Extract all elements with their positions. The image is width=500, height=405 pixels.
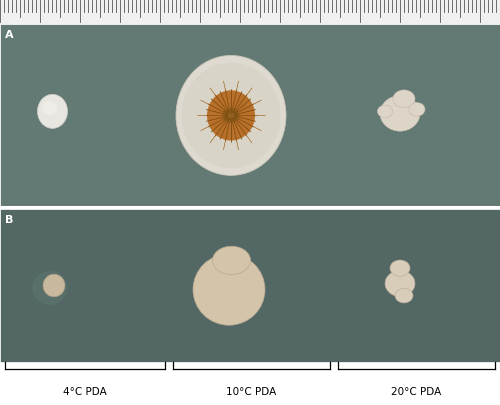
Ellipse shape: [378, 105, 392, 117]
Ellipse shape: [409, 102, 425, 116]
Ellipse shape: [32, 271, 68, 305]
Ellipse shape: [193, 254, 265, 325]
Ellipse shape: [176, 55, 286, 175]
Ellipse shape: [182, 63, 280, 168]
Ellipse shape: [390, 260, 410, 276]
Ellipse shape: [43, 274, 65, 297]
Ellipse shape: [207, 90, 255, 141]
Text: A: A: [5, 30, 14, 40]
FancyBboxPatch shape: [0, 0, 500, 24]
Ellipse shape: [395, 288, 413, 303]
Ellipse shape: [393, 90, 415, 108]
Ellipse shape: [385, 271, 415, 296]
Text: 4°C PDA: 4°C PDA: [63, 387, 107, 397]
Ellipse shape: [42, 101, 58, 115]
Ellipse shape: [380, 96, 420, 131]
Ellipse shape: [222, 108, 240, 123]
Text: 10°C PDA: 10°C PDA: [226, 387, 276, 397]
FancyBboxPatch shape: [0, 24, 500, 207]
FancyBboxPatch shape: [0, 209, 500, 362]
Ellipse shape: [38, 94, 68, 128]
Text: 20°C PDA: 20°C PDA: [391, 387, 442, 397]
Text: B: B: [5, 215, 14, 225]
Ellipse shape: [212, 246, 250, 275]
